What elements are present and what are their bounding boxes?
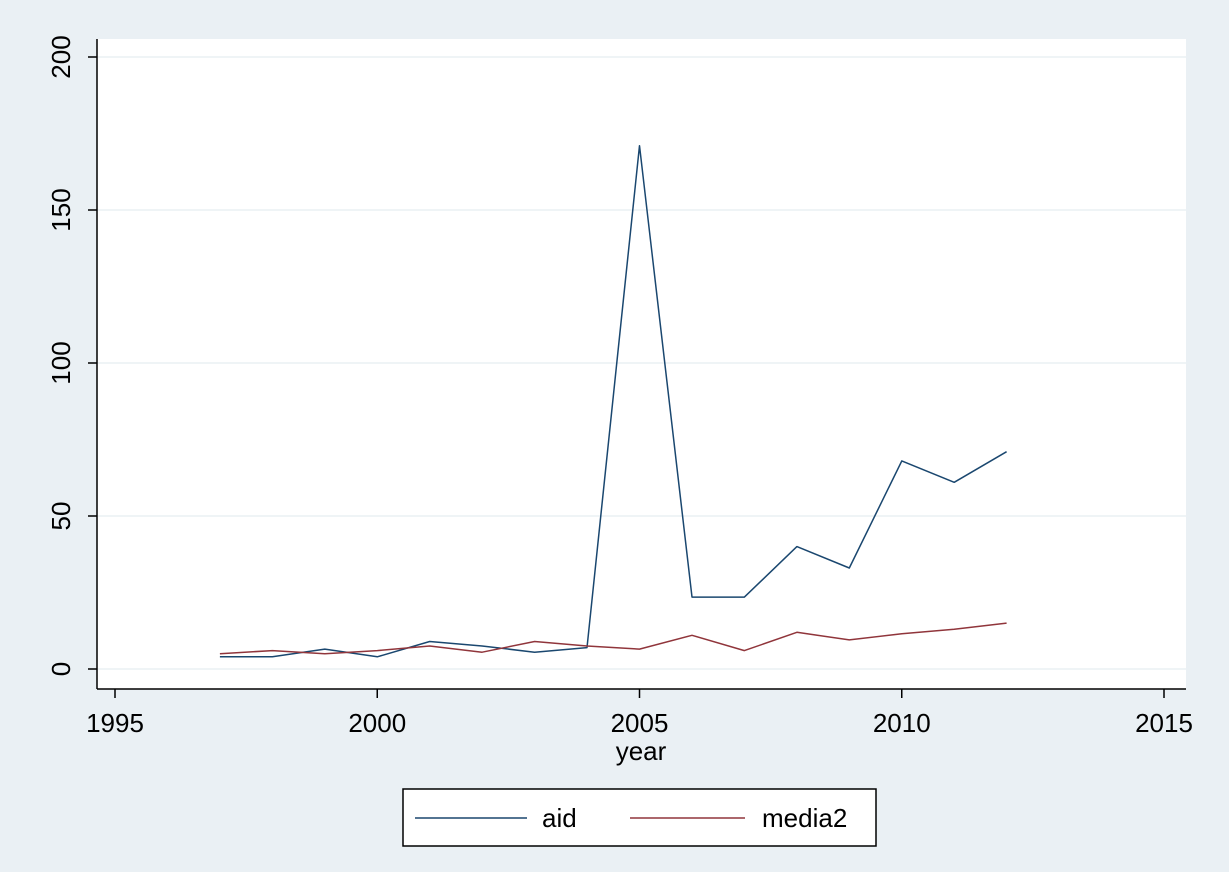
x-axis-ticks: 1995 2000 2005 2010 2015 [86,689,1193,738]
y-tick-label-0: 0 [46,662,76,676]
series-lines [219,144,1007,658]
grid-lines [97,56,1186,670]
x-tick-label-2000: 2000 [348,708,406,738]
legend-label-media2: media2 [762,803,847,833]
series-line-media2 [219,622,1007,655]
legend-label-aid: aid [542,803,577,833]
y-tick-label-100: 100 [46,341,76,384]
x-tick-label-2005: 2005 [611,708,669,738]
y-tick-label-50: 50 [46,502,76,531]
plot-area [97,39,1186,689]
y-tick-label-200: 200 [46,35,76,78]
x-tick-label-1995: 1995 [86,708,144,738]
x-tick-label-2015: 2015 [1135,708,1193,738]
y-axis-ticks: 0 50 100 150 200 [46,35,97,676]
legend: aid media2 [402,788,877,847]
x-tick-label-2010: 2010 [873,708,931,738]
x-axis-title: year [616,736,667,766]
series-line-aid [219,144,1007,658]
y-tick-label-150: 150 [46,188,76,231]
